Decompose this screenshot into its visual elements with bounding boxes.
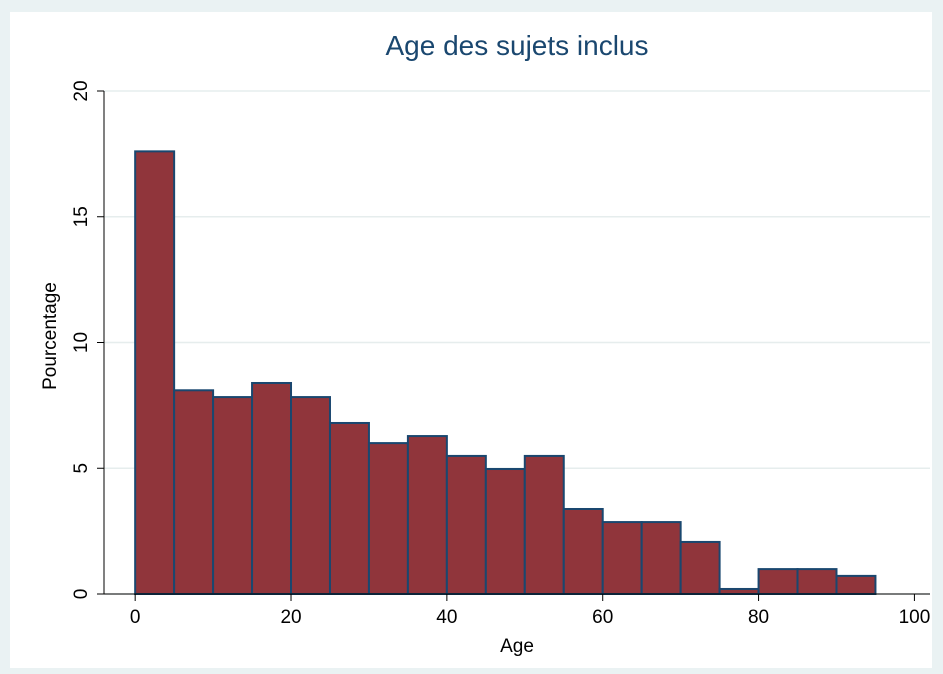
bar	[523, 454, 565, 596]
bar	[562, 507, 604, 596]
bar	[290, 396, 331, 595]
bar	[835, 574, 877, 596]
bar	[757, 568, 799, 596]
x-tick-label: 20	[280, 607, 301, 628]
bar	[406, 435, 448, 596]
y-tick-label: 10	[71, 332, 92, 353]
bar	[718, 587, 760, 595]
bar	[679, 540, 721, 596]
x-tick-label: 100	[899, 607, 931, 628]
bar	[796, 568, 838, 596]
bar	[251, 381, 293, 595]
bar	[212, 396, 254, 595]
x-tick-label: 0	[130, 607, 141, 628]
bar	[173, 389, 215, 595]
bar	[445, 454, 487, 596]
chart-title: Age des sujets inclus	[385, 30, 648, 61]
bar	[134, 150, 176, 596]
bar	[601, 521, 643, 595]
bar	[640, 521, 682, 595]
bar	[328, 421, 370, 596]
x-tick-label: 60	[592, 607, 613, 628]
y-tick-label: 5	[71, 463, 92, 474]
x-axis-label: Age	[500, 636, 534, 657]
bar	[367, 442, 409, 595]
x-tick-label: 80	[748, 607, 769, 628]
y-axis-label: Pourcentage	[40, 282, 61, 390]
y-tick-label: 15	[71, 206, 92, 227]
y-tick-label: 20	[71, 80, 92, 101]
y-tick-label: 0	[71, 589, 92, 600]
bar	[484, 468, 526, 595]
x-tick-label: 40	[436, 607, 457, 628]
